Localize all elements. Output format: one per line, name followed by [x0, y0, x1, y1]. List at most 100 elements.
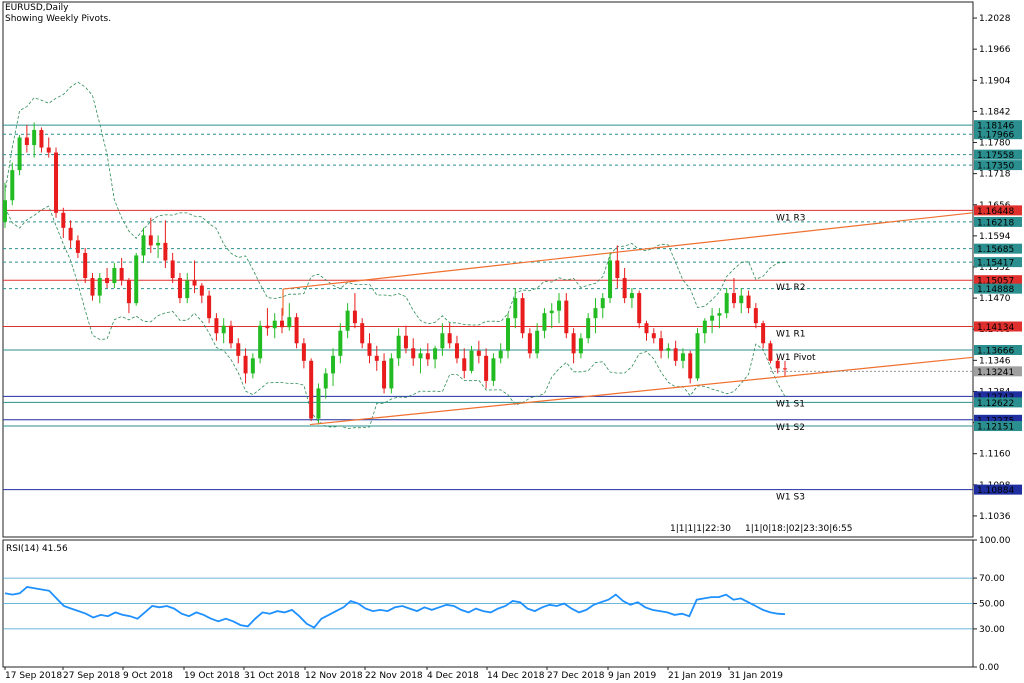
candle-body: [32, 129, 37, 146]
price-tick-label: 1.1160: [979, 450, 1011, 460]
candle-body: [105, 278, 110, 284]
price-box: [974, 243, 1022, 254]
candle-body: [761, 323, 766, 344]
price-box-label: 1.13241: [977, 368, 1014, 378]
price-tick-label: 1.2028: [979, 14, 1011, 24]
price-box-label: 1.16218: [977, 218, 1014, 228]
candle-body: [360, 323, 365, 344]
price-tick-label: 1.1532: [979, 263, 1011, 273]
candle-body: [163, 242, 168, 261]
pivot-label: W1 S1: [776, 399, 805, 409]
price-box: [974, 160, 1022, 171]
price-tick-label: 1.1842: [979, 107, 1011, 117]
sub-label: 1|1|0|18:|02|23:30|6:55: [745, 524, 852, 534]
candle-body: [491, 358, 496, 381]
candle-body: [382, 360, 387, 389]
date-label: 21 Jan 2019: [668, 671, 722, 681]
candle-body: [411, 348, 416, 359]
main-frame: [2, 1, 974, 538]
trendline-upper: [282, 212, 974, 290]
rsi-panel: RSI(14) 41.56: [2, 539, 974, 668]
candle-body: [564, 300, 569, 334]
candle-body: [637, 293, 642, 324]
candle-body: [265, 325, 270, 329]
candle-body: [228, 325, 233, 344]
price-box: [974, 205, 1022, 216]
price-box-label: 1.12622: [977, 399, 1014, 409]
price-box: [974, 397, 1022, 408]
price-box: [974, 345, 1022, 356]
chart-subtitle: Showing Weekly Pivots.: [5, 14, 112, 24]
candle-body: [54, 152, 59, 213]
price-box-label: 1.15057: [977, 277, 1014, 287]
band-upper: [4, 81, 786, 326]
price-box-label: 1.16448: [977, 207, 1014, 217]
candle-body: [600, 298, 605, 309]
candle-body: [615, 260, 620, 279]
candle-body: [542, 313, 547, 331]
candle-body: [10, 170, 15, 201]
candle-body: [425, 353, 430, 360]
price-axis: 1.2028 1.1966 1.1904 1.1842 1.1780 1.1718 1.16…: [4, 14, 1022, 681]
candle-body: [418, 353, 423, 359]
candle-body: [440, 333, 445, 349]
candle-body: [688, 353, 693, 379]
candle-body: [513, 298, 518, 319]
candle-body: [622, 278, 627, 299]
candle-body: [695, 333, 700, 379]
candle-body: [221, 325, 226, 334]
candle-body: [586, 318, 591, 339]
candle-body: [170, 260, 175, 279]
candle-body: [185, 280, 190, 299]
pivot-label: W1 R2: [776, 283, 805, 293]
date-label: 9 Oct 2018: [123, 671, 173, 681]
candle-body: [207, 295, 212, 319]
pivot-label: W1 S2: [776, 423, 805, 433]
candle-body: [367, 343, 372, 356]
price-tick-label: 1.1470: [979, 294, 1011, 304]
pivot-label: W1 R3: [776, 213, 805, 223]
price-box: [974, 149, 1022, 160]
candle-body: [258, 325, 263, 359]
price-box-label: 1.17558: [977, 151, 1014, 161]
rsi-title: RSI(14) 41.56: [6, 544, 68, 554]
candle-body: [557, 300, 562, 311]
candle-body: [75, 240, 80, 253]
candle-body: [236, 343, 241, 356]
candle-body: [126, 280, 131, 304]
candle-body: [739, 295, 744, 304]
candle-body: [61, 212, 66, 228]
date-label: 27 Sep 2018: [63, 671, 120, 681]
candle-body: [593, 308, 598, 319]
candle-body: [433, 348, 438, 360]
candle-body: [214, 318, 219, 334]
trendline-lower: [309, 356, 974, 426]
candle-body: [651, 333, 656, 339]
candle-body: [177, 278, 182, 299]
price-tick-label: 1.1718: [979, 170, 1011, 180]
candle-body: [272, 320, 277, 329]
candle-body: [783, 368, 787, 370]
price-tick-label: 1.1966: [979, 45, 1011, 55]
candle-body: [571, 333, 576, 354]
pivot-label: W1 Pivot: [776, 353, 816, 363]
price-box: [974, 283, 1022, 294]
price-box: [974, 484, 1022, 495]
candle-body: [768, 343, 773, 361]
date-label: 19 Oct 2018: [184, 671, 240, 681]
date-label: 12 Nov 2018: [305, 671, 363, 681]
candle-body: [141, 235, 146, 256]
candle-body: [673, 348, 678, 361]
date-label: 31 Jan 2019: [729, 671, 783, 681]
candle-body: [112, 267, 117, 284]
candle-body: [243, 355, 248, 374]
candle-body: [97, 278, 102, 296]
candle-body: [644, 323, 649, 334]
price-box-label: 1.15685: [977, 245, 1014, 255]
candle-body: [389, 358, 394, 389]
price-box-label: 1.15417: [977, 259, 1014, 269]
candle-body: [309, 360, 314, 419]
candle-body: [666, 348, 671, 351]
price-tick-label: 1.1904: [979, 76, 1011, 86]
